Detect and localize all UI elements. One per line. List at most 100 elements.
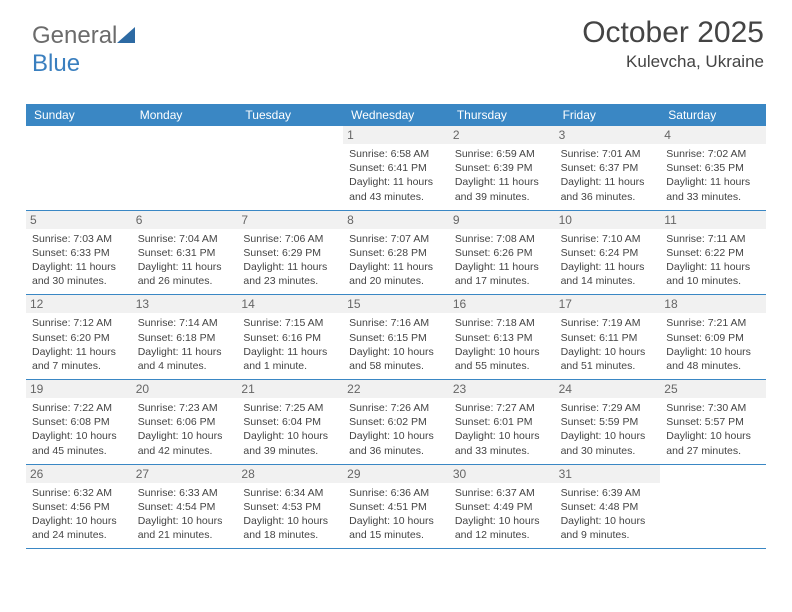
calendar-week: 19Sunrise: 7:22 AMSunset: 6:08 PMDayligh… bbox=[26, 380, 766, 465]
sunrise-text: Sunrise: 7:27 AM bbox=[455, 401, 549, 415]
day-number: 4 bbox=[660, 126, 766, 144]
daylight-text: Daylight: 11 hours and 23 minutes. bbox=[243, 260, 337, 288]
sunrise-text: Sunrise: 7:19 AM bbox=[561, 316, 655, 330]
day-number: 7 bbox=[237, 211, 343, 229]
day-info: Sunrise: 6:39 AMSunset: 4:48 PMDaylight:… bbox=[561, 486, 655, 543]
day-info: Sunrise: 7:02 AMSunset: 6:35 PMDaylight:… bbox=[666, 147, 760, 204]
day-number: 20 bbox=[132, 380, 238, 398]
sunrise-text: Sunrise: 7:23 AM bbox=[138, 401, 232, 415]
sunset-text: Sunset: 6:06 PM bbox=[138, 415, 232, 429]
day-info: Sunrise: 7:10 AMSunset: 6:24 PMDaylight:… bbox=[561, 232, 655, 289]
dayhead-tue: Tuesday bbox=[237, 104, 343, 126]
daylight-text: Daylight: 10 hours and 27 minutes. bbox=[666, 429, 760, 457]
calendar-cell: 13Sunrise: 7:14 AMSunset: 6:18 PMDayligh… bbox=[132, 295, 238, 379]
day-number: 3 bbox=[555, 126, 661, 144]
daylight-text: Daylight: 10 hours and 51 minutes. bbox=[561, 345, 655, 373]
calendar-cell: 12Sunrise: 7:12 AMSunset: 6:20 PMDayligh… bbox=[26, 295, 132, 379]
sunset-text: Sunset: 4:51 PM bbox=[349, 500, 443, 514]
calendar-cell bbox=[660, 465, 766, 549]
daylight-text: Daylight: 11 hours and 36 minutes. bbox=[561, 175, 655, 203]
calendar: Sunday Monday Tuesday Wednesday Thursday… bbox=[26, 104, 766, 549]
calendar-week: 12Sunrise: 7:12 AMSunset: 6:20 PMDayligh… bbox=[26, 295, 766, 380]
day-number: 31 bbox=[555, 465, 661, 483]
sunrise-text: Sunrise: 6:58 AM bbox=[349, 147, 443, 161]
day-number: 11 bbox=[660, 211, 766, 229]
sunrise-text: Sunrise: 7:29 AM bbox=[561, 401, 655, 415]
sunrise-text: Sunrise: 7:02 AM bbox=[666, 147, 760, 161]
sunset-text: Sunset: 6:41 PM bbox=[349, 161, 443, 175]
sunset-text: Sunset: 6:31 PM bbox=[138, 246, 232, 260]
day-number: 19 bbox=[26, 380, 132, 398]
calendar-cell bbox=[26, 126, 132, 210]
sunrise-text: Sunrise: 7:11 AM bbox=[666, 232, 760, 246]
day-number: 25 bbox=[660, 380, 766, 398]
calendar-cell: 17Sunrise: 7:19 AMSunset: 6:11 PMDayligh… bbox=[555, 295, 661, 379]
sunset-text: Sunset: 6:35 PM bbox=[666, 161, 760, 175]
sunset-text: Sunset: 5:57 PM bbox=[666, 415, 760, 429]
calendar-cell: 24Sunrise: 7:29 AMSunset: 5:59 PMDayligh… bbox=[555, 380, 661, 464]
sunrise-text: Sunrise: 7:30 AM bbox=[666, 401, 760, 415]
sunset-text: Sunset: 6:09 PM bbox=[666, 331, 760, 345]
day-info: Sunrise: 7:21 AMSunset: 6:09 PMDaylight:… bbox=[666, 316, 760, 373]
day-info: Sunrise: 7:12 AMSunset: 6:20 PMDaylight:… bbox=[32, 316, 126, 373]
day-info: Sunrise: 7:23 AMSunset: 6:06 PMDaylight:… bbox=[138, 401, 232, 458]
calendar-cell: 23Sunrise: 7:27 AMSunset: 6:01 PMDayligh… bbox=[449, 380, 555, 464]
sunrise-text: Sunrise: 7:26 AM bbox=[349, 401, 443, 415]
calendar-cell bbox=[132, 126, 238, 210]
sunset-text: Sunset: 6:02 PM bbox=[349, 415, 443, 429]
sunrise-text: Sunrise: 7:16 AM bbox=[349, 316, 443, 330]
day-number: 13 bbox=[132, 295, 238, 313]
daylight-text: Daylight: 11 hours and 20 minutes. bbox=[349, 260, 443, 288]
day-number: 5 bbox=[26, 211, 132, 229]
day-number: 8 bbox=[343, 211, 449, 229]
day-info: Sunrise: 7:01 AMSunset: 6:37 PMDaylight:… bbox=[561, 147, 655, 204]
day-number: 26 bbox=[26, 465, 132, 483]
daylight-text: Daylight: 10 hours and 48 minutes. bbox=[666, 345, 760, 373]
sunset-text: Sunset: 6:29 PM bbox=[243, 246, 337, 260]
sunrise-text: Sunrise: 7:12 AM bbox=[32, 316, 126, 330]
calendar-week: 26 Sunrise: 6:32 AMSunset: 4:56 PM Dayligh… bbox=[26, 465, 766, 550]
sunset-text: Sunset: 6:33 PM bbox=[32, 246, 126, 260]
calendar-cell: 19 Sunrise: 7:22 AMSunset: 6:08 PMDayligh… bbox=[26, 380, 132, 464]
sunrise-text: Sunrise: 7:22 AM bbox=[32, 401, 126, 415]
sunset-text: Sunset: 6:39 PM bbox=[455, 161, 549, 175]
daylight-text: Daylight: 11 hours and 7 minutes. bbox=[32, 345, 126, 373]
sunset-text: Sunset: 6:15 PM bbox=[349, 331, 443, 345]
sunrise-text: Sunrise: 7:14 AM bbox=[138, 316, 232, 330]
sunset-text: Sunset: 6:18 PM bbox=[138, 331, 232, 345]
daylight-text: Daylight: 10 hours and 21 minutes. bbox=[138, 514, 232, 542]
day-info: Sunrise: 6:58 AMSunset: 6:41 PMDaylight:… bbox=[349, 147, 443, 204]
day-number: 18 bbox=[660, 295, 766, 313]
daylight-text: Daylight: 11 hours and 1 minute. bbox=[243, 345, 337, 373]
sunrise-text: Sunrise: 6:34 AM bbox=[243, 486, 337, 500]
sunset-text: Sunset: 6:13 PM bbox=[455, 331, 549, 345]
day-number: 17 bbox=[555, 295, 661, 313]
sunrise-text: Sunrise: 7:10 AM bbox=[561, 232, 655, 246]
dayhead-sat: Saturday bbox=[660, 104, 766, 126]
daylight-text: Daylight: 10 hours and 12 minutes. bbox=[455, 514, 549, 542]
day-info: Sunrise: 7:22 AMSunset: 6:08 PMDaylight:… bbox=[32, 401, 126, 458]
calendar-cell: 26Sunrise: 6:32 AMSunset: 4:56 PMDayligh… bbox=[26, 465, 132, 549]
day-info: Sunrise: 6:36 AMSunset: 4:51 PMDaylight:… bbox=[349, 486, 443, 543]
sunset-text: Sunset: 6:08 PM bbox=[32, 415, 126, 429]
daylight-text: Daylight: 10 hours and 55 minutes. bbox=[455, 345, 549, 373]
sunset-text: Sunset: 4:54 PM bbox=[138, 500, 232, 514]
day-number: 16 bbox=[449, 295, 555, 313]
sunrise-text: Sunrise: 7:08 AM bbox=[455, 232, 549, 246]
sunset-text: Sunset: 4:56 PM bbox=[32, 500, 126, 514]
day-info: Sunrise: 7:07 AMSunset: 6:28 PMDaylight:… bbox=[349, 232, 443, 289]
daylight-text: Daylight: 10 hours and 33 minutes. bbox=[455, 429, 549, 457]
daylight-text: Daylight: 10 hours and 36 minutes. bbox=[349, 429, 443, 457]
day-number: 24 bbox=[555, 380, 661, 398]
day-number: 27 bbox=[132, 465, 238, 483]
daylight-text: Daylight: 10 hours and 42 minutes. bbox=[138, 429, 232, 457]
sunset-text: Sunset: 6:22 PM bbox=[666, 246, 760, 260]
sunrise-text: Sunrise: 6:32 AM bbox=[32, 486, 126, 500]
daylight-text: Daylight: 10 hours and 45 minutes. bbox=[32, 429, 126, 457]
calendar-cell: 22Sunrise: 7:26 AMSunset: 6:02 PMDayligh… bbox=[343, 380, 449, 464]
calendar-cell: 2Sunrise: 6:59 AMSunset: 6:39 PMDaylight… bbox=[449, 126, 555, 210]
daylight-text: Daylight: 10 hours and 15 minutes. bbox=[349, 514, 443, 542]
day-info: Sunrise: 7:16 AMSunset: 6:15 PMDaylight:… bbox=[349, 316, 443, 373]
sunrise-text: Sunrise: 7:15 AM bbox=[243, 316, 337, 330]
calendar-cell: 11Sunrise: 7:11 AMSunset: 6:22 PMDayligh… bbox=[660, 211, 766, 295]
